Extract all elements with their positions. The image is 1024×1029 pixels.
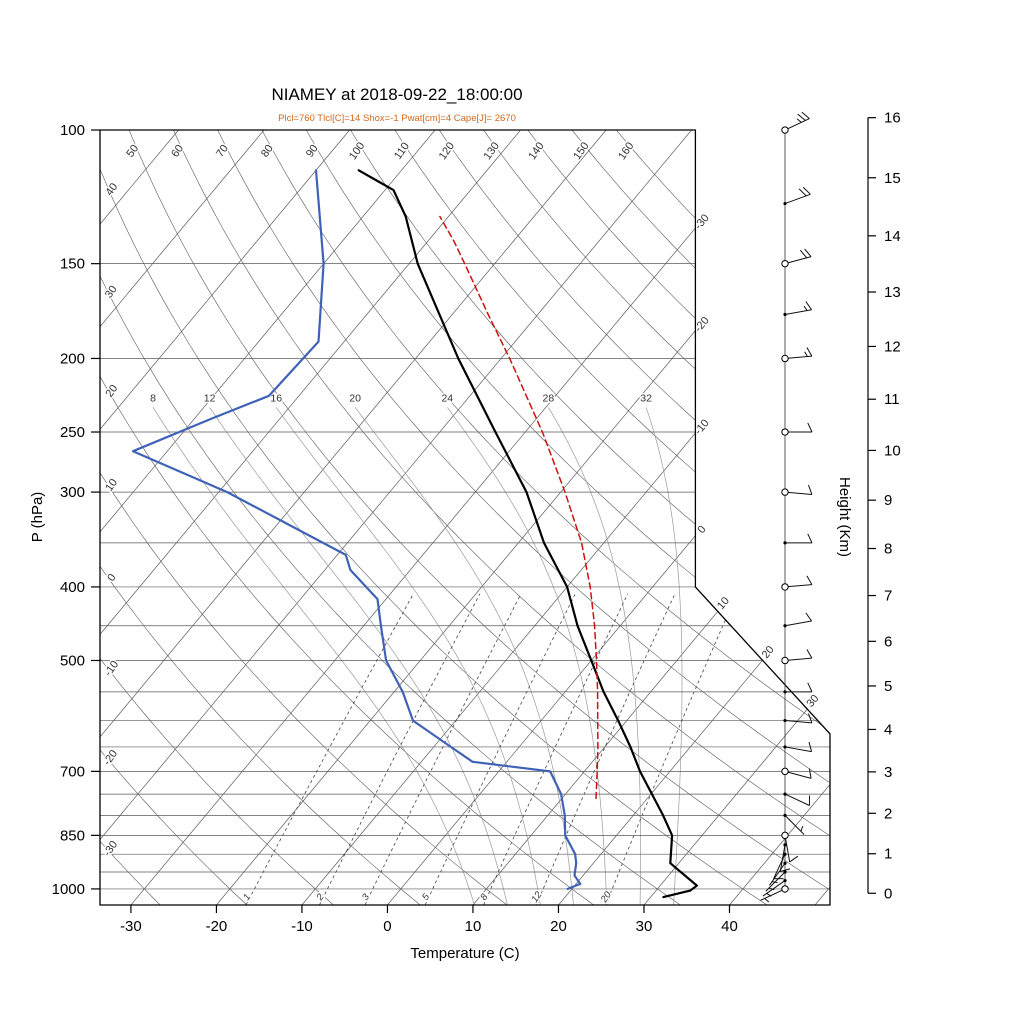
svg-text:-30: -30 — [101, 839, 120, 859]
svg-text:15: 15 — [884, 170, 901, 187]
svg-text:-10: -10 — [291, 918, 313, 935]
svg-text:80: 80 — [259, 143, 276, 160]
svg-text:700: 700 — [60, 763, 85, 780]
svg-text:20: 20 — [550, 918, 567, 935]
svg-text:7: 7 — [884, 588, 892, 605]
svg-text:50: 50 — [124, 143, 141, 160]
plot-frame — [99, 129, 831, 906]
svg-text:8: 8 — [884, 541, 892, 558]
svg-text:24: 24 — [441, 392, 453, 404]
svg-text:60: 60 — [169, 143, 186, 160]
svg-text:-10: -10 — [102, 659, 121, 679]
svg-text:1: 1 — [884, 846, 892, 863]
svg-text:0: 0 — [884, 885, 892, 902]
svg-text:30: 30 — [636, 918, 653, 935]
height-axis-label: Height (Km) — [836, 477, 853, 557]
svg-text:0: 0 — [383, 918, 391, 935]
svg-text:10: 10 — [715, 595, 732, 612]
svg-text:12: 12 — [884, 338, 901, 355]
svg-text:13: 13 — [884, 284, 901, 301]
svg-text:3: 3 — [884, 764, 892, 781]
chart-subtitle: Plcl=760 Tlcl[C]=14 Shox=-1 Pwat[cm]=4 C… — [278, 113, 516, 124]
svg-text:400: 400 — [60, 579, 85, 596]
svg-text:20: 20 — [349, 392, 361, 404]
svg-text:1: 1 — [241, 892, 253, 903]
sounding-curves — [131, 169, 699, 899]
x-axis-label: Temperature (C) — [410, 945, 519, 962]
svg-text:5: 5 — [884, 678, 892, 695]
svg-text:16: 16 — [884, 110, 901, 127]
svg-text:30: 30 — [103, 284, 120, 301]
svg-text:9: 9 — [884, 492, 892, 509]
svg-text:100: 100 — [60, 122, 85, 139]
wind-barb-column — [760, 111, 813, 903]
svg-text:10: 10 — [884, 442, 901, 459]
svg-text:2: 2 — [884, 805, 892, 822]
svg-text:110: 110 — [392, 140, 412, 161]
svg-text:32: 32 — [640, 392, 652, 404]
svg-text:200: 200 — [60, 350, 85, 367]
svg-text:12: 12 — [529, 889, 544, 905]
svg-text:4: 4 — [884, 721, 892, 738]
background-labels: 8 12 16 20 24 28 321 2 3 5 8 12 20-30-20-10010203040… — [100, 139, 823, 907]
svg-text:8: 8 — [150, 392, 156, 404]
svg-text:90: 90 — [304, 143, 321, 160]
svg-text:150: 150 — [571, 140, 591, 162]
svg-text:16: 16 — [270, 392, 282, 404]
svg-text:140: 140 — [526, 140, 546, 162]
svg-text:10: 10 — [465, 918, 482, 935]
svg-text:20: 20 — [103, 383, 120, 400]
svg-text:160: 160 — [616, 140, 636, 162]
svg-text:12: 12 — [204, 392, 216, 404]
svg-text:14: 14 — [884, 228, 901, 245]
svg-text:-30: -30 — [120, 918, 142, 935]
svg-text:30: 30 — [804, 693, 821, 710]
svg-text:300: 300 — [60, 484, 85, 501]
svg-text:11: 11 — [884, 391, 900, 408]
svg-text:850: 850 — [60, 827, 85, 844]
svg-text:40: 40 — [721, 918, 738, 935]
svg-text:-20: -20 — [206, 918, 228, 935]
svg-text:10: 10 — [103, 477, 120, 494]
svg-text:0: 0 — [105, 572, 118, 584]
svg-text:250: 250 — [60, 424, 85, 441]
chart-title: NIAMEY at 2018-09-22_18:00:00 — [271, 85, 522, 104]
svg-text:28: 28 — [543, 392, 555, 404]
svg-text:1000: 1000 — [52, 881, 85, 898]
svg-text:500: 500 — [60, 652, 85, 669]
svg-text:0: 0 — [696, 524, 709, 536]
svg-text:120: 120 — [437, 140, 457, 162]
svg-text:6: 6 — [884, 633, 892, 650]
svg-text:130: 130 — [482, 140, 502, 162]
svg-text:-20: -20 — [101, 748, 120, 768]
y-axis-label: P (hPa) — [29, 492, 46, 543]
svg-text:70: 70 — [214, 143, 231, 160]
svg-text:20: 20 — [760, 644, 777, 661]
svg-text:100: 100 — [347, 140, 367, 162]
svg-text:150: 150 — [60, 256, 85, 273]
isobar-lines — [100, 129, 830, 906]
svg-text:20: 20 — [598, 889, 614, 905]
skewt-background-lines — [100, 130, 830, 905]
